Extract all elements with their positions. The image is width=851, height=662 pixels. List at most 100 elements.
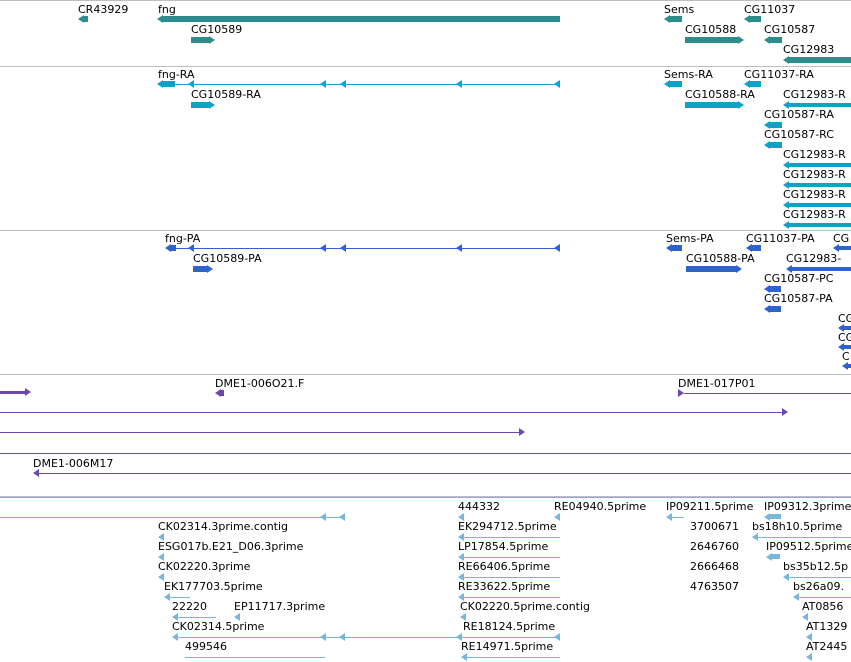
gene-feature[interactable] [664, 15, 670, 23]
est-label[interactable]: CK02314.3prime.contig [158, 520, 289, 533]
est-feature[interactable] [783, 573, 789, 581]
gene-feature[interactable] [84, 16, 88, 22]
clone-feature[interactable] [33, 469, 39, 477]
est-feature[interactable] [802, 613, 808, 621]
gene-feature[interactable] [744, 15, 750, 23]
protein-feature[interactable] [672, 245, 682, 251]
clone-feature[interactable] [782, 408, 788, 416]
gene-feature[interactable] [738, 36, 744, 44]
protein-feature[interactable] [770, 306, 781, 312]
est-feature[interactable] [458, 553, 464, 561]
transcript-feature[interactable] [209, 101, 215, 109]
est-feature[interactable] [0, 497, 851, 498]
est-feature[interactable] [799, 597, 851, 598]
protein-label[interactable]: Sems-PA [666, 232, 714, 245]
protein-feature[interactable] [764, 285, 770, 293]
clone-feature[interactable] [519, 428, 525, 436]
protein-feature[interactable] [686, 266, 736, 272]
protein-feature[interactable] [340, 244, 346, 252]
clone-label[interactable]: DME1-006M17 [33, 457, 114, 470]
est-label[interactable]: RE66406.5prime [458, 560, 551, 573]
transcript-feature[interactable] [320, 80, 326, 88]
clone-feature[interactable] [678, 389, 684, 397]
est-feature[interactable] [339, 513, 345, 521]
transcript-intron[interactable] [175, 84, 560, 85]
est-feature[interactable] [464, 597, 560, 598]
est-label[interactable]: 444332 [458, 500, 500, 513]
transcript-label[interactable]: CG10587-RC [764, 128, 834, 141]
transcript-label[interactable]: CG12983-R [783, 148, 846, 161]
est-feature[interactable] [554, 633, 560, 641]
protein-label[interactable]: CG [838, 312, 851, 325]
gene-feature[interactable] [685, 37, 738, 43]
clone-feature[interactable] [0, 391, 25, 394]
est-label[interactable]: 4763507 [690, 580, 739, 593]
transcript-feature[interactable] [685, 102, 738, 108]
protein-feature[interactable] [554, 244, 560, 252]
est-label[interactable]: AT0856 [802, 600, 844, 613]
est-label[interactable]: 2646760 [690, 540, 739, 553]
est-feature[interactable] [458, 593, 464, 601]
est-feature[interactable] [458, 533, 464, 541]
est-feature[interactable] [172, 633, 178, 641]
est-label[interactable]: IP09312.3prime [764, 500, 851, 513]
protein-label[interactable]: C [842, 350, 850, 363]
transcript-feature[interactable] [750, 81, 761, 87]
est-feature[interactable] [752, 533, 758, 541]
protein-feature[interactable] [839, 246, 851, 250]
est-feature[interactable] [170, 597, 190, 598]
est-feature[interactable] [758, 537, 851, 538]
protein-label[interactable]: CG10589-PA [193, 252, 262, 265]
est-feature[interactable] [464, 577, 560, 578]
est-feature[interactable] [158, 533, 164, 541]
gene-feature[interactable] [789, 57, 851, 63]
est-feature[interactable] [320, 633, 326, 641]
transcript-label[interactable]: CG11037-RA [744, 68, 814, 81]
transcript-feature[interactable] [188, 80, 194, 88]
transcript-feature[interactable] [764, 121, 770, 129]
transcript-label[interactable]: CG12983-R [783, 88, 846, 101]
est-feature[interactable] [158, 573, 164, 581]
est-feature[interactable] [461, 653, 467, 661]
protein-feature[interactable] [792, 267, 851, 271]
transcript-feature[interactable] [783, 161, 789, 169]
protein-feature[interactable] [770, 286, 781, 292]
transcript-feature[interactable] [783, 221, 789, 229]
protein-feature[interactable] [207, 265, 213, 273]
est-feature[interactable] [178, 617, 216, 618]
transcript-label[interactable]: CG12983-R [783, 188, 846, 201]
protein-label[interactable]: fng-PA [165, 232, 201, 245]
est-label[interactable]: 22220 [172, 600, 207, 613]
est-feature[interactable] [234, 613, 240, 621]
transcript-feature[interactable] [789, 163, 851, 167]
clone-feature[interactable] [215, 389, 221, 397]
transcript-feature[interactable] [764, 141, 770, 149]
est-feature[interactable] [793, 593, 799, 601]
est-feature[interactable] [458, 573, 464, 581]
gene-feature[interactable] [78, 15, 84, 23]
est-feature[interactable] [456, 633, 462, 641]
transcript-feature[interactable] [783, 201, 789, 209]
transcript-label[interactable]: fng-RA [158, 68, 195, 81]
transcript-feature[interactable] [191, 102, 209, 108]
transcript-feature[interactable] [770, 122, 782, 128]
protein-feature[interactable] [320, 244, 326, 252]
clone-label[interactable]: DME1-006O21.F [215, 377, 305, 390]
est-feature[interactable] [164, 593, 170, 601]
est-label[interactable]: ESG017b.E21_D06.3prime [158, 540, 304, 553]
est-label[interactable]: 499546 [185, 640, 227, 653]
gene-feature[interactable] [163, 16, 560, 22]
protein-label[interactable]: CG [838, 331, 851, 344]
transcript-feature[interactable] [340, 80, 346, 88]
gene-label[interactable]: CG10587 [764, 23, 816, 36]
protein-feature[interactable] [752, 245, 761, 251]
transcript-label[interactable]: CG12983-R [783, 208, 846, 221]
gene-label[interactable]: CR43929 [78, 3, 129, 16]
est-feature[interactable] [172, 613, 178, 621]
est-feature[interactable] [178, 637, 556, 638]
gene-feature[interactable] [157, 15, 163, 23]
est-label[interactable]: RE18124.5prime [463, 620, 556, 633]
transcript-feature[interactable] [157, 80, 163, 88]
protein-feature[interactable] [666, 244, 672, 252]
clone-feature[interactable] [220, 390, 224, 396]
